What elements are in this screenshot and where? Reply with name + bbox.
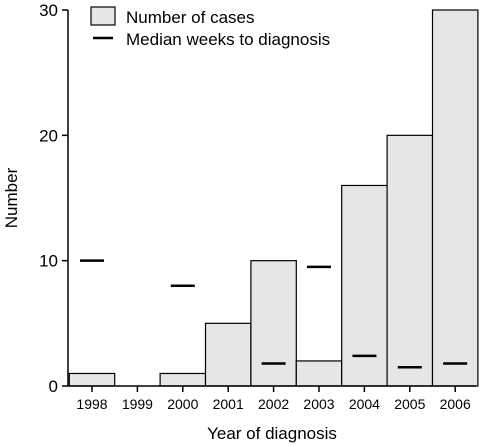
bar-2005 (386, 134, 434, 387)
bar-1998 (68, 372, 116, 387)
markers-layer (80, 259, 468, 369)
x-tick-label-2004: 2004 (349, 396, 380, 412)
y-tick-label-20: 20 (39, 126, 58, 145)
x-tick-label-1999: 1999 (122, 396, 153, 412)
y-tick-label-30: 30 (39, 1, 58, 20)
x-tick-label-2006: 2006 (440, 396, 471, 412)
x-tick-label-2005: 2005 (394, 396, 425, 412)
axes-layer (67, 10, 476, 387)
x-ticks: 1998 1999 2000 2001 2002 2003 2004 2005 2006 (76, 386, 471, 412)
legend: Number of cases Median weeks to diagnosi… (90, 6, 330, 49)
bar-2003 (295, 360, 343, 387)
bars-layer (68, 9, 479, 387)
bar-2000 (159, 372, 207, 387)
bar-2006 (431, 9, 479, 387)
x-tick-label-2003: 2003 (303, 396, 334, 412)
x-axis-title: Year of diagnosis (207, 424, 337, 443)
x-tick-label-2002: 2002 (258, 396, 289, 412)
bar-2004 (341, 184, 388, 387)
y-tick-label-0: 0 (49, 377, 58, 396)
x-tick-label-1998: 1998 (76, 396, 107, 412)
legend-label-cases: Number of cases (126, 8, 255, 27)
x-tick-label-2001: 2001 (213, 396, 244, 412)
legend-label-median: Median weeks to diagnosis (126, 30, 330, 49)
y-tick-label-10: 10 (39, 252, 58, 271)
y-ticks: 0 10 20 30 (39, 1, 68, 396)
bar-2002 (250, 260, 297, 387)
legend-swatch-cases (90, 6, 116, 26)
x-tick-label-2000: 2000 (167, 396, 198, 412)
y-axis-title: Number (2, 167, 21, 228)
bar-2001 (204, 322, 252, 387)
